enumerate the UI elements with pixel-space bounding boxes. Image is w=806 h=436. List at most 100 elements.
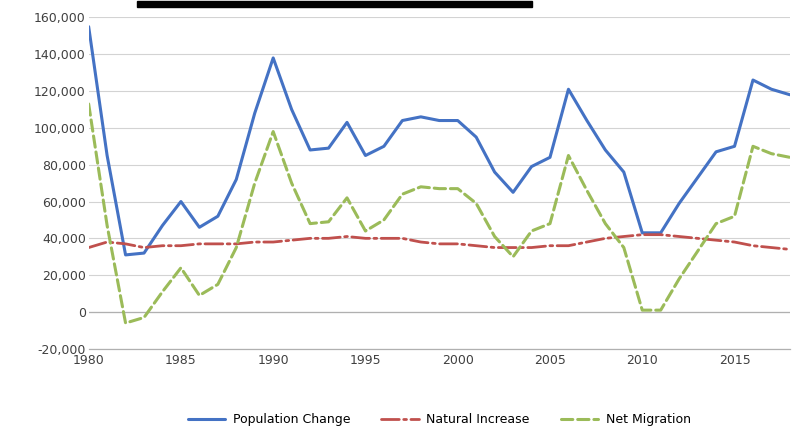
Population Change [416, 114, 426, 119]
Natural Increase [490, 245, 500, 250]
Natural Increase [268, 239, 278, 245]
Net Migration [526, 228, 536, 234]
Natural Increase [84, 245, 93, 250]
Net Migration [600, 221, 610, 226]
Population Change [102, 153, 112, 158]
Net Migration [509, 254, 518, 259]
Net Migration [397, 191, 407, 197]
Natural Increase [729, 239, 739, 245]
Net Migration [231, 245, 241, 250]
Line: Net Migration: Net Migration [89, 104, 790, 323]
Natural Increase [121, 241, 131, 246]
Population Change [379, 144, 388, 149]
Population Change [324, 146, 334, 151]
Natural Increase [509, 245, 518, 250]
Net Migration [416, 184, 426, 189]
Population Change [121, 252, 131, 258]
Population Change [563, 87, 573, 92]
Population Change [526, 164, 536, 169]
Natural Increase [139, 245, 149, 250]
Population Change [158, 223, 168, 228]
Natural Increase [675, 234, 684, 239]
Population Change [729, 144, 739, 149]
Population Change [711, 149, 721, 154]
Net Migration [693, 249, 703, 254]
Population Change [490, 170, 500, 175]
Net Migration [194, 293, 204, 298]
Natural Increase [194, 241, 204, 246]
Net Migration [250, 181, 260, 186]
Line: Population Change: Population Change [89, 27, 790, 255]
Natural Increase [158, 243, 168, 249]
Natural Increase [324, 236, 334, 241]
Population Change [139, 250, 149, 255]
Natural Increase [785, 247, 795, 252]
Net Migration [582, 188, 592, 193]
Population Change [84, 24, 93, 29]
Net Migration [139, 315, 149, 320]
Population Change [675, 201, 684, 206]
Population Change [397, 118, 407, 123]
Population Change [434, 118, 444, 123]
Natural Increase [711, 238, 721, 243]
Natural Increase [379, 236, 388, 241]
Line: Natural Increase: Natural Increase [89, 235, 790, 249]
Net Migration [434, 186, 444, 191]
Population Change [287, 107, 297, 112]
Population Change [231, 177, 241, 182]
Natural Increase [582, 239, 592, 245]
Population Change [545, 155, 555, 160]
Population Change [472, 134, 481, 140]
Natural Increase [231, 241, 241, 246]
Natural Increase [213, 241, 222, 246]
Population Change [619, 170, 629, 175]
Natural Increase [416, 239, 426, 245]
Natural Increase [563, 243, 573, 249]
Natural Increase [250, 239, 260, 245]
Net Migration [343, 195, 352, 201]
Natural Increase [472, 243, 481, 249]
Population Change [194, 225, 204, 230]
Natural Increase [619, 234, 629, 239]
Net Migration [360, 228, 370, 234]
Net Migration [638, 307, 647, 313]
Natural Increase [397, 236, 407, 241]
Net Migration [324, 219, 334, 225]
Net Migration [158, 289, 168, 294]
Natural Increase [748, 243, 758, 249]
Natural Increase [526, 245, 536, 250]
Net Migration [490, 234, 500, 239]
Natural Increase [453, 241, 463, 246]
Legend: Population Change, Natural Increase, Net Migration: Population Change, Natural Increase, Net… [183, 408, 696, 431]
Net Migration [711, 221, 721, 226]
Net Migration [472, 201, 481, 206]
Net Migration [767, 151, 776, 156]
Net Migration [213, 282, 222, 287]
Net Migration [656, 307, 666, 313]
Natural Increase [305, 236, 315, 241]
Net Migration [675, 276, 684, 282]
Population Change [250, 111, 260, 116]
Population Change [305, 147, 315, 153]
Natural Increase [638, 232, 647, 237]
Population Change [785, 92, 795, 97]
Net Migration [379, 217, 388, 222]
Population Change [693, 175, 703, 180]
Population Change [343, 120, 352, 125]
Population Change [656, 230, 666, 235]
Natural Increase [434, 241, 444, 246]
Population Change [509, 190, 518, 195]
Natural Increase [287, 238, 297, 243]
Population Change [453, 118, 463, 123]
Net Migration [785, 155, 795, 160]
Natural Increase [343, 234, 352, 239]
Net Migration [545, 221, 555, 226]
Population Change [360, 153, 370, 158]
Population Change [268, 55, 278, 61]
Net Migration [102, 223, 112, 228]
Natural Increase [600, 236, 610, 241]
Population Change [767, 87, 776, 92]
Net Migration [748, 144, 758, 149]
Net Migration [305, 221, 315, 226]
Net Migration [287, 181, 297, 186]
